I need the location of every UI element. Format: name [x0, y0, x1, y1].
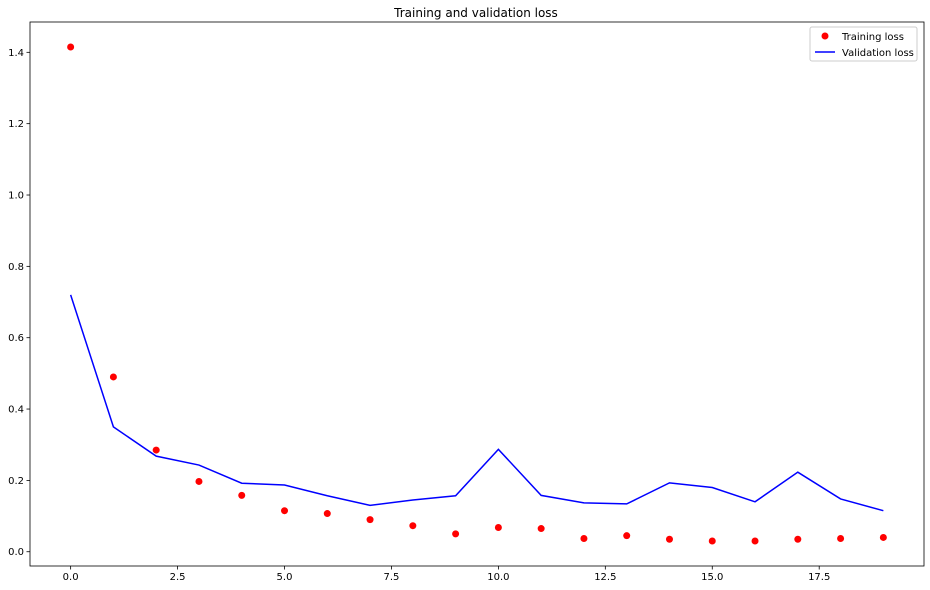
- x-tick-label: 15.0: [701, 572, 723, 583]
- axes-frame: [29, 21, 925, 567]
- y-tick-label: 1.2: [8, 119, 24, 130]
- data-point-training-loss: [409, 522, 417, 530]
- chart-title: Training and validation loss: [393, 6, 558, 20]
- data-point-training-loss: [751, 537, 759, 545]
- legend: Training loss Validation loss: [809, 26, 918, 62]
- series-line-validation-loss: [69, 294, 884, 512]
- x-tick-label: 5.0: [277, 572, 293, 583]
- x-tick-label: 17.5: [808, 572, 830, 583]
- y-tick-label: 1.0: [8, 191, 24, 202]
- legend-box: [809, 26, 918, 62]
- data-point-training-loss: [109, 373, 117, 381]
- legend-marker-training-loss: [821, 32, 829, 40]
- data-point-training-loss: [580, 535, 588, 543]
- legend-label-validation-loss: Validation loss: [842, 48, 914, 59]
- axes: 0.0 2.5 5.0 7.5 10.0 12.5 15.0 17.5 0.0 0.2 0.4 0.6…: [8, 21, 925, 583]
- y-tick-label: 0.2: [8, 476, 24, 487]
- x-tick-label: 0.0: [63, 572, 79, 583]
- data-point-training-loss: [366, 516, 374, 524]
- y-tick-label: 0.8: [8, 262, 24, 273]
- y-tick-label: 1.4: [8, 48, 24, 59]
- data-point-training-loss: [623, 532, 631, 540]
- data-point-training-loss: [537, 525, 545, 533]
- y-tick-label: 0.6: [8, 333, 24, 344]
- data-point-training-loss: [879, 533, 887, 541]
- legend-label-training-loss: Training loss: [841, 32, 904, 43]
- data-point-training-loss: [195, 477, 203, 485]
- data-point-training-loss: [708, 537, 716, 545]
- data-point-training-loss: [452, 530, 460, 538]
- data-point-training-loss: [323, 510, 331, 518]
- data-point-training-loss: [665, 535, 673, 543]
- y-tick-label: 0.0: [8, 547, 24, 558]
- data-point-training-loss: [494, 523, 502, 531]
- data-point-training-loss: [238, 491, 246, 499]
- data-point-training-loss: [837, 535, 845, 543]
- data-point-training-loss: [794, 535, 802, 543]
- data-point-training-loss: [152, 446, 160, 454]
- x-tick-label: 12.5: [594, 572, 616, 583]
- x-tick-label: 2.5: [170, 572, 186, 583]
- y-tick-label: 0.4: [8, 405, 24, 416]
- data-point-training-loss: [67, 43, 75, 51]
- x-tick-label: 10.0: [487, 572, 509, 583]
- plot-area: [67, 43, 887, 545]
- x-tick-label: 7.5: [383, 572, 399, 583]
- data-point-training-loss: [281, 507, 289, 515]
